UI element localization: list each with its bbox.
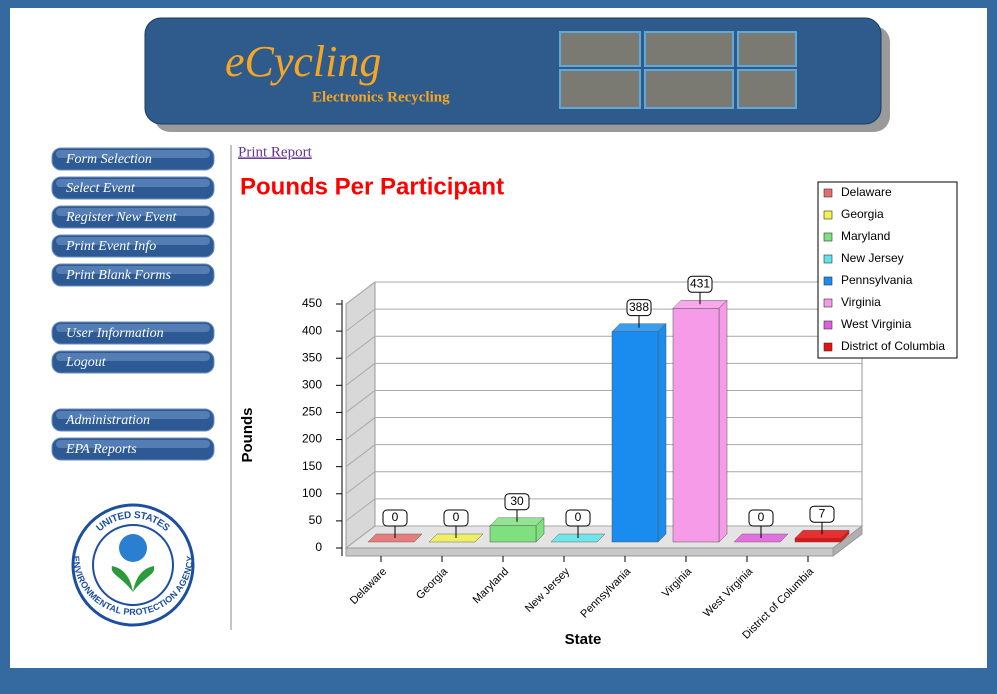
floor-edge [346, 548, 833, 556]
value-label: 431 [690, 276, 710, 290]
y-tick-label: 50 [309, 513, 323, 527]
nav-label[interactable]: Select Event [66, 181, 136, 196]
x-tick-label: Maryland [471, 566, 511, 606]
y-tick-label: 150 [302, 459, 322, 473]
nav-label[interactable]: EPA Reports [65, 442, 137, 457]
x-tick-label: Georgia [414, 565, 451, 602]
legend-label: Georgia [841, 207, 884, 221]
side-wall [346, 282, 375, 548]
legend-label: New Jersey [841, 251, 904, 265]
nav-label[interactable]: Register New Event [65, 210, 178, 225]
nav-label[interactable]: User Information [66, 326, 164, 341]
value-label: 388 [629, 300, 649, 314]
y-tick-label: 0 [315, 540, 322, 554]
x-tick-label: Virginia [660, 565, 695, 600]
nav-label[interactable]: Logout [65, 355, 107, 370]
bar [612, 332, 658, 542]
y-tick-label: 250 [302, 405, 322, 419]
x-tick-label: New Jersey [523, 565, 572, 614]
x-tick-label: West Virginia [701, 565, 756, 620]
nav-label[interactable]: Form Selection [65, 152, 152, 167]
legend-swatch [824, 233, 832, 241]
value-label: 0 [392, 510, 399, 524]
chart-title: Pounds Per Participant [240, 173, 504, 200]
value-label: 0 [575, 510, 582, 524]
seal-sun [119, 534, 147, 562]
bar [673, 308, 719, 542]
bar-side [719, 300, 727, 542]
legend-label: Virginia [841, 295, 881, 309]
legend-label: District of Columbia [841, 339, 945, 353]
value-label: 0 [453, 510, 460, 524]
legend-swatch [824, 255, 832, 263]
legend-label: Pennsylvania [841, 273, 913, 287]
logo-subtitle: Electronics Recycling [312, 89, 450, 105]
legend-label: Maryland [841, 229, 890, 243]
print-report-link[interactable]: Print Report [238, 144, 313, 160]
value-label: 30 [510, 494, 524, 508]
nav-label[interactable]: Administration [65, 413, 150, 428]
legend-swatch [824, 277, 832, 285]
value-label: 7 [819, 506, 826, 520]
legend [818, 182, 957, 358]
nav-label[interactable]: Print Event Info [65, 239, 156, 254]
bar-side [658, 324, 666, 542]
legend-label: Delaware [841, 185, 892, 199]
page-svg: eCycling Electronics Recycling Form Sele… [0, 0, 997, 694]
photo-collage [560, 32, 796, 108]
x-tick-label: Pennsylvania [578, 565, 633, 620]
y-tick-label: 400 [302, 323, 322, 337]
legend-swatch [824, 211, 832, 219]
epa-seal: UNITED STATES ENVIRONMENTAL PROTECTION A… [71, 505, 196, 625]
y-tick-label: 450 [302, 296, 322, 310]
legend-swatch [824, 189, 832, 197]
x-tick-label: Delaware [348, 566, 389, 607]
y-tick-label: 100 [302, 486, 322, 500]
y-tick-label: 350 [302, 350, 322, 364]
legend-swatch [824, 321, 832, 329]
bar [795, 538, 841, 542]
y-tick-label: 300 [302, 378, 322, 392]
nav: Form Selection Select Event Register New E… [52, 148, 214, 460]
legend-swatch [824, 299, 832, 307]
nav-label[interactable]: Print Blank Forms [65, 268, 172, 283]
legend-label: West Virginia [841, 317, 912, 331]
y-tick-label: 200 [302, 432, 322, 446]
x-axis-label: State [565, 631, 602, 648]
legend-swatch [824, 343, 832, 351]
y-axis-label: Pounds [239, 408, 256, 463]
chart: Pounds Per Participant050100150200250300… [239, 173, 957, 648]
bar [490, 526, 536, 542]
logo: eCycling [225, 37, 381, 86]
page: eCycling Electronics Recycling Form Sele… [0, 0, 997, 694]
value-label: 0 [758, 510, 765, 524]
